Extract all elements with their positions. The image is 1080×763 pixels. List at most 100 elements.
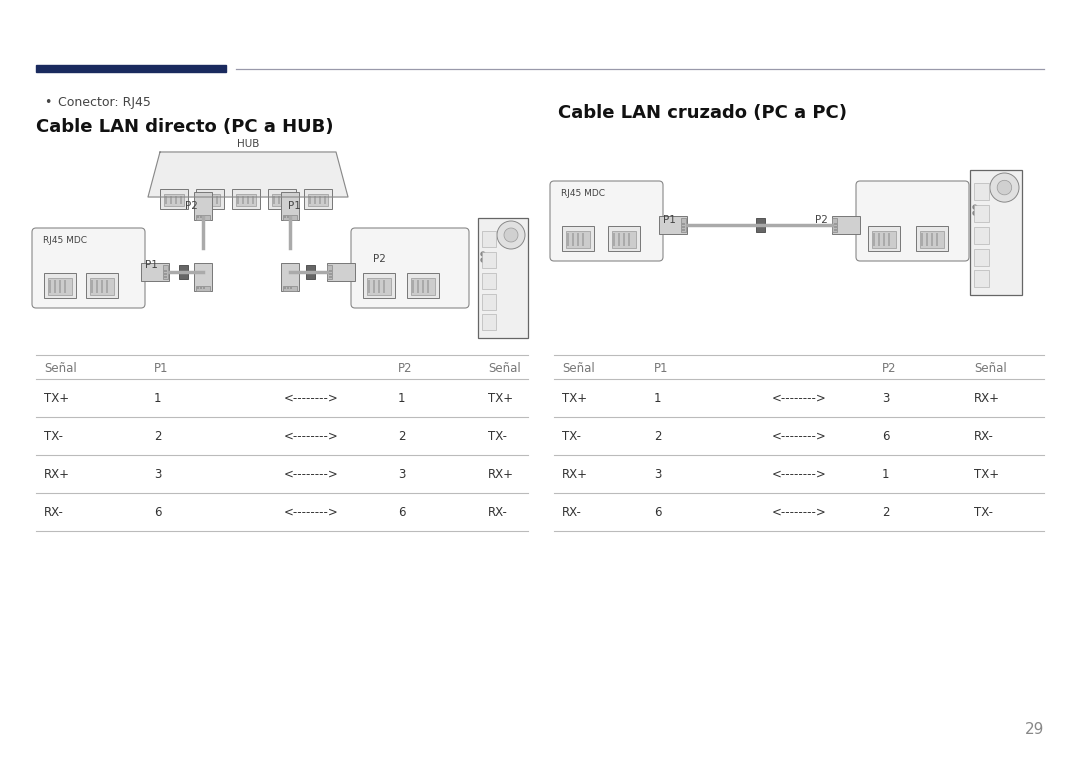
Bar — [303, 189, 332, 209]
Bar — [482, 314, 496, 330]
Text: 1: 1 — [154, 391, 162, 404]
Circle shape — [990, 173, 1020, 202]
Bar — [206, 196, 208, 204]
Bar — [164, 276, 167, 278]
Bar — [832, 216, 860, 234]
Text: Señal: Señal — [44, 362, 77, 375]
Circle shape — [973, 205, 977, 209]
Text: P2: P2 — [882, 362, 896, 375]
Text: <-------->: <--------> — [772, 391, 827, 404]
Bar — [203, 286, 205, 289]
Bar — [281, 263, 299, 291]
Text: P1: P1 — [154, 362, 168, 375]
Bar — [566, 231, 590, 248]
Text: <-------->: <--------> — [284, 430, 339, 443]
Bar — [308, 194, 328, 206]
Text: 2: 2 — [154, 430, 162, 443]
Bar — [659, 216, 687, 234]
Bar — [90, 278, 114, 295]
Bar — [482, 252, 496, 268]
Bar — [247, 196, 249, 204]
Bar — [160, 189, 188, 209]
Bar — [164, 194, 184, 206]
Text: TX+: TX+ — [488, 391, 513, 404]
Bar — [327, 265, 332, 279]
Text: 1: 1 — [882, 468, 890, 481]
Bar — [96, 280, 98, 293]
Bar — [287, 286, 289, 289]
Bar — [288, 196, 291, 204]
Bar — [329, 270, 332, 272]
Bar — [175, 196, 177, 204]
Text: P2: P2 — [815, 215, 828, 225]
Text: P1: P1 — [663, 215, 676, 225]
Text: 1: 1 — [654, 391, 661, 404]
Text: <-------->: <--------> — [284, 506, 339, 519]
Text: 2: 2 — [654, 430, 661, 443]
Circle shape — [504, 228, 518, 242]
Bar — [834, 226, 837, 228]
Bar — [926, 233, 928, 246]
Bar — [237, 196, 239, 204]
Bar — [936, 233, 939, 246]
Bar — [195, 189, 224, 209]
Text: TX+: TX+ — [562, 391, 588, 404]
Bar — [367, 278, 391, 295]
Text: 1: 1 — [399, 391, 405, 404]
Bar — [141, 263, 168, 281]
Text: TX-: TX- — [974, 506, 993, 519]
Bar — [194, 263, 212, 291]
Bar — [163, 265, 168, 279]
Bar — [608, 226, 640, 251]
FancyBboxPatch shape — [550, 181, 663, 261]
Bar — [252, 196, 254, 204]
Bar — [368, 280, 370, 293]
Bar — [572, 233, 573, 246]
Text: <-------->: <--------> — [772, 468, 827, 481]
Bar — [422, 280, 424, 293]
Text: RX-: RX- — [974, 430, 994, 443]
Bar — [627, 233, 630, 246]
Bar — [170, 196, 172, 204]
Bar — [974, 205, 989, 222]
Text: 2: 2 — [882, 506, 890, 519]
Text: Señal: Señal — [974, 362, 1007, 375]
Bar — [232, 189, 260, 209]
FancyBboxPatch shape — [351, 228, 469, 308]
Bar — [411, 280, 414, 293]
Bar — [242, 196, 244, 204]
Text: Conector: RJ45: Conector: RJ45 — [58, 96, 151, 109]
Bar — [201, 196, 203, 204]
Bar — [577, 233, 579, 246]
Bar — [216, 196, 218, 204]
Text: 29: 29 — [1025, 723, 1044, 738]
Bar — [974, 227, 989, 244]
Text: P2: P2 — [185, 201, 198, 211]
Bar — [59, 280, 60, 293]
Text: RX+: RX+ — [44, 468, 70, 481]
Text: RX+: RX+ — [488, 468, 514, 481]
Bar — [44, 273, 76, 298]
Bar — [91, 280, 93, 293]
FancyBboxPatch shape — [856, 181, 969, 261]
Circle shape — [997, 180, 1012, 195]
Bar — [278, 196, 280, 204]
Text: <-------->: <--------> — [284, 391, 339, 404]
Bar — [314, 196, 316, 204]
Bar — [921, 233, 923, 246]
Bar — [283, 286, 297, 291]
Bar — [272, 194, 292, 206]
Bar — [197, 286, 199, 289]
Bar — [931, 233, 933, 246]
Bar — [200, 194, 220, 206]
Bar — [281, 192, 299, 220]
Bar — [920, 231, 944, 248]
Bar — [363, 273, 395, 298]
Bar — [612, 231, 636, 248]
Text: P2: P2 — [373, 254, 386, 264]
Bar — [291, 215, 292, 218]
Circle shape — [481, 258, 485, 262]
Bar — [283, 215, 297, 220]
Bar — [834, 223, 837, 225]
Bar — [383, 280, 384, 293]
